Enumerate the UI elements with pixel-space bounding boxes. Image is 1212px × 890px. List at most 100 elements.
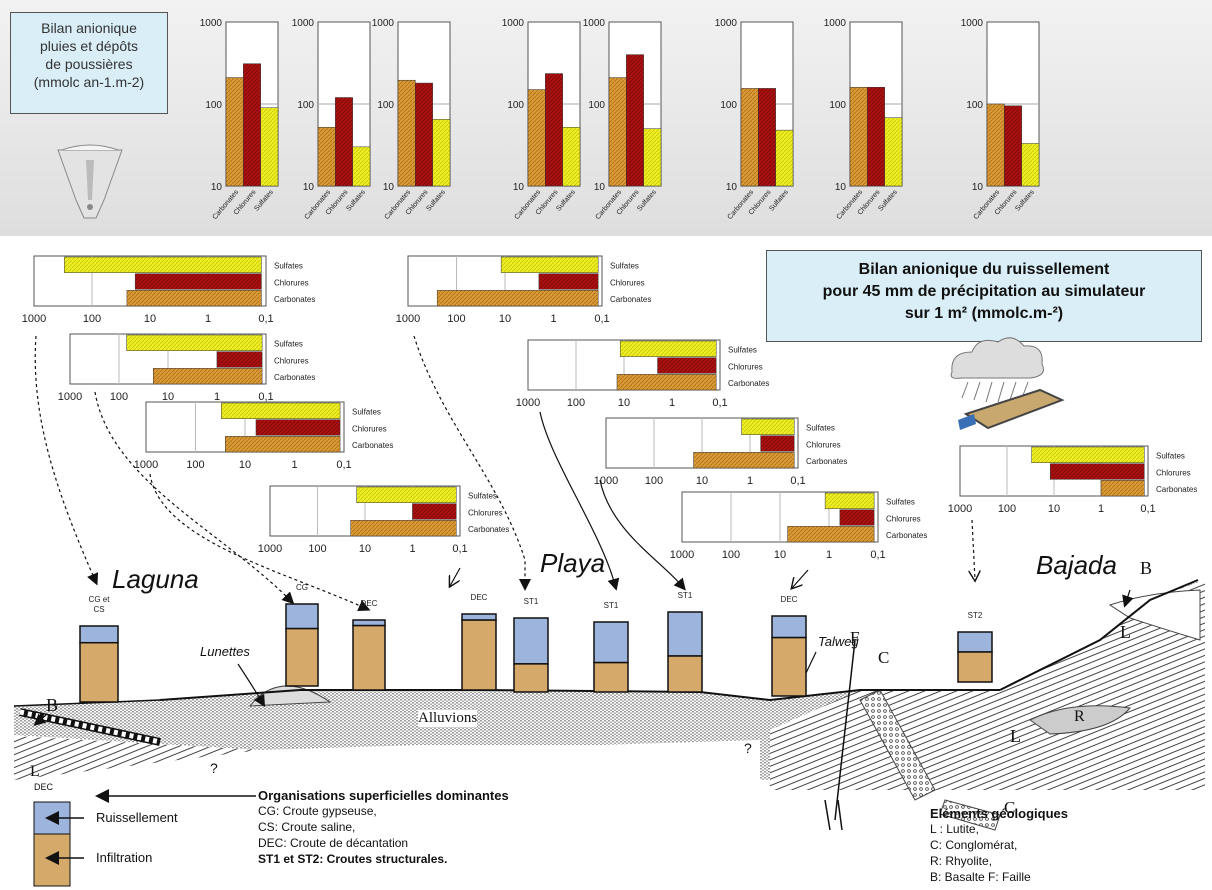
x-tick-label: 100 <box>83 313 101 325</box>
x-tick-label: Sulfates <box>636 188 658 212</box>
bar-carbonates <box>225 436 341 453</box>
legend-c: C: Conglomérat, <box>930 838 1018 852</box>
runoff-segment <box>352 619 386 627</box>
profile-arrows <box>33 335 1134 726</box>
legend-l: L : Lutite, <box>930 822 979 836</box>
bar-carbonates <box>527 89 546 187</box>
category-label: Chlorures <box>468 508 503 517</box>
runoff-title-line3: sur 1 m² (mmolc.m-²) <box>904 305 1064 322</box>
category-label: Carbonates <box>806 457 847 466</box>
legend-geology-title: Eléments géologiques <box>930 806 1068 821</box>
y-tick-label: 1000 <box>502 18 525 29</box>
runoff-chart-1: Sulfates Chlorures Carbonates 1000 100 10 1 0,1 <box>22 255 315 325</box>
runoff-segment <box>285 603 319 630</box>
bar-sulfates <box>126 334 263 351</box>
bar-sulfates <box>824 492 875 509</box>
category-label: Chlorures <box>274 356 309 365</box>
y-tick-label: 100 <box>588 100 605 111</box>
bar-chlorures <box>867 87 885 187</box>
bar-chlorures <box>538 273 599 290</box>
column-label: DEC <box>781 595 798 604</box>
x-tick-label: 10 <box>239 459 251 471</box>
y-tick-label: 10 <box>211 182 223 193</box>
category-label: Chlorures <box>610 278 645 287</box>
column-label: CG <box>296 583 308 592</box>
bar-carbonates <box>787 526 875 543</box>
y-tick-label: 100 <box>720 100 737 111</box>
bar-chlorures <box>760 435 795 452</box>
x-tick-label: 0,1 <box>870 549 885 561</box>
lunettes-label: Lunettes <box>200 644 250 659</box>
bar-chlorures <box>412 503 457 520</box>
precip-title-line2: pluies et dépôts <box>39 38 139 54</box>
x-tick-label: 0,1 <box>452 543 467 555</box>
bar-sulfates <box>741 418 795 435</box>
bar-carbonates <box>740 88 759 187</box>
bar-carbonates <box>1100 480 1145 497</box>
runoff-chart-8: Sulfates Chlorures Carbonates 1000 100 10 1 0,1 <box>670 491 927 561</box>
bar-carbonates <box>616 374 717 391</box>
bar-sulfates <box>260 107 279 187</box>
column-label: DEC <box>361 599 378 608</box>
bar-sulfates <box>643 128 662 187</box>
x-tick-label: 10 <box>618 397 630 409</box>
category-label: Carbonates <box>886 531 927 540</box>
x-tick-label: 1 <box>214 391 220 403</box>
column-label: ST1 <box>524 597 539 606</box>
runoff-chart-2: Sulfates Chlorures Carbonates 1000 100 10 1 0,1 <box>58 333 315 403</box>
x-tick-label: 1 <box>747 475 753 487</box>
bar-sulfates <box>1021 143 1040 187</box>
x-tick-label: Sulfates <box>1014 188 1036 212</box>
alluvions-label: Alluvions <box>418 710 478 727</box>
y-tick-label: 10 <box>594 182 606 193</box>
runoff-title-line1: Bilan anionique du ruissellement <box>858 261 1110 278</box>
legend-ruissellement: Ruissellement <box>96 810 178 825</box>
bar-chlorures <box>216 351 263 368</box>
x-tick-label: 0,1 <box>258 391 273 403</box>
y-tick-label: 100 <box>966 100 983 111</box>
y-tick-label: 10 <box>303 182 315 193</box>
column-label-line2: CS <box>93 605 104 614</box>
x-tick-label: 10 <box>144 313 156 325</box>
x-tick-label: 1000 <box>516 397 540 409</box>
geo-l-left: L <box>30 763 40 780</box>
crust-column-2: CG <box>285 583 319 687</box>
bar-sulfates <box>221 402 341 419</box>
place-bajada: Bajada <box>1036 550 1117 580</box>
runoff-chart-4: Sulfates Chlorures Carbonates 1000 100 10 1 0,1 <box>258 485 509 555</box>
x-tick-label: 100 <box>447 313 465 325</box>
column-label: ST1 <box>604 601 619 610</box>
category-label: Sulfates <box>806 424 835 433</box>
rain-simulator-icon <box>950 337 1065 430</box>
runoff-segment <box>513 617 549 665</box>
bar-chlorures <box>626 54 644 187</box>
bar-carbonates <box>152 368 263 385</box>
x-tick-label: 10 <box>774 549 786 561</box>
precip-title-line4: (mmolc an-1.m-2) <box>33 74 145 90</box>
category-label: Chlorures <box>728 362 763 371</box>
bar-carbonates <box>849 87 868 187</box>
x-tick-label: Sulfates <box>345 188 367 212</box>
x-tick-label: 100 <box>645 475 663 487</box>
precip-title-line1: Bilan anionique <box>41 20 137 36</box>
category-label: Sulfates <box>274 340 303 349</box>
x-tick-label: 100 <box>186 459 204 471</box>
x-tick-label: 0,1 <box>1140 503 1155 515</box>
runoff-chart-9: Sulfates Chlorures Carbonates 1000 100 10 1 0,1 <box>948 445 1197 515</box>
geo-c-bottom: C <box>1004 798 1016 817</box>
category-label: Sulfates <box>274 262 303 271</box>
bar-chlorures <box>335 97 353 187</box>
bar-carbonates <box>317 127 336 187</box>
bar-chlorures <box>839 509 875 526</box>
category-label: Carbonates <box>1156 485 1197 494</box>
y-tick-label: 100 <box>297 100 314 111</box>
runoff-chart-6: Sulfates Chlorures Carbonates 1000 100 10 1 0,1 <box>516 339 769 409</box>
x-tick-label: 100 <box>722 549 740 561</box>
runoff-segment <box>79 625 119 644</box>
bar-sulfates <box>352 146 371 187</box>
